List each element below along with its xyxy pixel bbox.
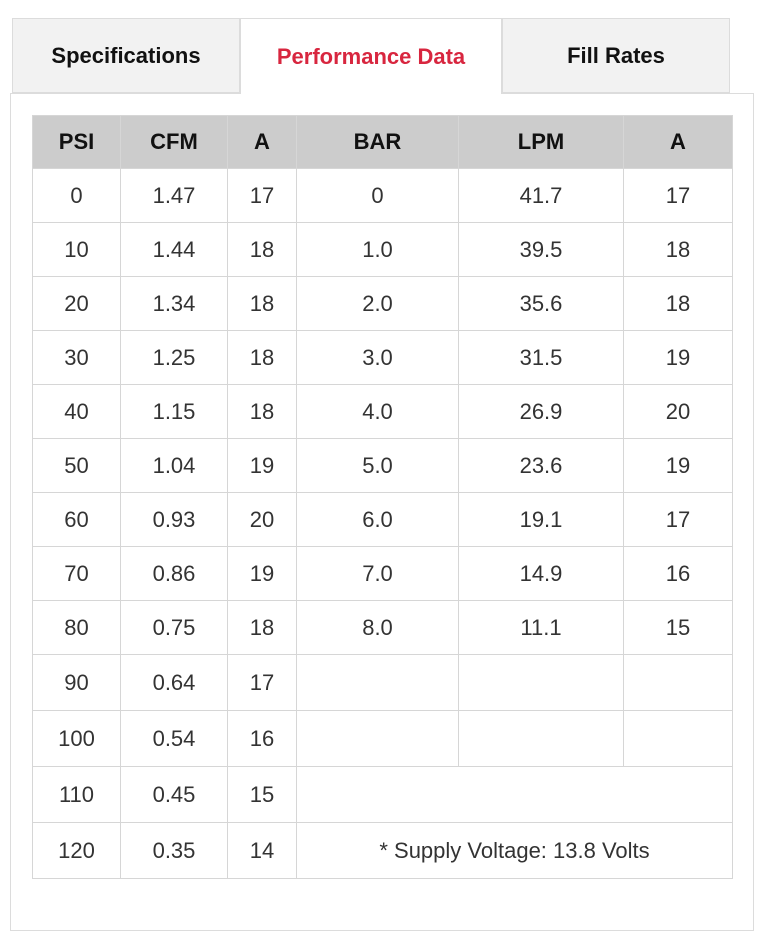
table-cell: 18 <box>623 222 733 277</box>
table-cell: 20 <box>623 384 733 439</box>
table-cell: 3.0 <box>296 330 459 385</box>
table-cell: 1.47 <box>120 168 228 223</box>
table-cell: 17 <box>227 168 297 223</box>
table-cell: 17 <box>623 492 733 547</box>
table-cell: 60 <box>32 492 121 547</box>
table-cell <box>458 710 624 767</box>
supply-voltage-note: * Supply Voltage: 13.8 Volts <box>296 822 733 879</box>
table-row: 50 1.04 19 5.0 23.6 19 <box>32 438 733 493</box>
table-cell-empty <box>296 766 733 823</box>
table-header-row: PSI CFM A BAR LPM A <box>32 115 733 169</box>
table-cell: 4.0 <box>296 384 459 439</box>
header-amps-imperial: A <box>227 115 297 169</box>
table-row: 40 1.15 18 4.0 26.9 20 <box>32 384 733 439</box>
table-cell: 40 <box>32 384 121 439</box>
table-cell: 31.5 <box>458 330 624 385</box>
table-cell: 5.0 <box>296 438 459 493</box>
tab-specifications[interactable]: Specifications <box>12 18 240 93</box>
table-cell: 16 <box>227 710 297 767</box>
table-cell: 19 <box>227 438 297 493</box>
table-cell: 16 <box>623 546 733 601</box>
table-cell: 80 <box>32 600 121 655</box>
header-lpm: LPM <box>458 115 624 169</box>
tab-bar: Specifications Performance Data Fill Rat… <box>12 18 754 94</box>
table-cell: 18 <box>227 276 297 331</box>
table-cell: 1.34 <box>120 276 228 331</box>
table-cell <box>623 654 733 711</box>
table-cell: 100 <box>32 710 121 767</box>
header-bar: BAR <box>296 115 459 169</box>
table-cell: 0.64 <box>120 654 228 711</box>
table-cell: 70 <box>32 546 121 601</box>
table-cell: 0.45 <box>120 766 228 823</box>
table-cell: 19 <box>623 438 733 493</box>
table-cell: 50 <box>32 438 121 493</box>
table-row: 60 0.93 20 6.0 19.1 17 <box>32 492 733 547</box>
table-cell: 10 <box>32 222 121 277</box>
table-row: 90 0.64 17 <box>32 654 733 711</box>
header-amps-metric: A <box>623 115 733 169</box>
table-cell: 15 <box>623 600 733 655</box>
tab-performance-data[interactable]: Performance Data <box>240 18 502 94</box>
performance-table: PSI CFM A BAR LPM A 0 1.47 17 0 41.7 17 10 1.44… <box>32 115 733 879</box>
table-cell <box>458 654 624 711</box>
tab-fill-rates[interactable]: Fill Rates <box>502 18 730 93</box>
table-cell: 0 <box>32 168 121 223</box>
table-cell: 18 <box>623 276 733 331</box>
table-cell: 35.6 <box>458 276 624 331</box>
table-cell: 15 <box>227 766 297 823</box>
table-cell: 14.9 <box>458 546 624 601</box>
table-cell: 1.15 <box>120 384 228 439</box>
table-row: 0 1.47 17 0 41.7 17 <box>32 168 733 223</box>
table-cell: 6.0 <box>296 492 459 547</box>
header-cfm: CFM <box>120 115 228 169</box>
table-cell: 20 <box>227 492 297 547</box>
table-cell: 2.0 <box>296 276 459 331</box>
table-cell: 1.04 <box>120 438 228 493</box>
table-cell: 0.54 <box>120 710 228 767</box>
table-cell: 19 <box>227 546 297 601</box>
table-row: 120 0.35 14 * Supply Voltage: 13.8 Volts <box>32 822 733 879</box>
table-cell: 110 <box>32 766 121 823</box>
table-cell <box>296 654 459 711</box>
table-cell: 19 <box>623 330 733 385</box>
table-cell: 0.93 <box>120 492 228 547</box>
table-cell: 120 <box>32 822 121 879</box>
table-cell: 1.25 <box>120 330 228 385</box>
table-row: 30 1.25 18 3.0 31.5 19 <box>32 330 733 385</box>
table-cell: 20 <box>32 276 121 331</box>
table-cell: 1.44 <box>120 222 228 277</box>
table-cell: 17 <box>623 168 733 223</box>
table-row: 10 1.44 18 1.0 39.5 18 <box>32 222 733 277</box>
table-cell: 17 <box>227 654 297 711</box>
table-cell: 0.75 <box>120 600 228 655</box>
table-cell: 7.0 <box>296 546 459 601</box>
table-cell: 39.5 <box>458 222 624 277</box>
table-row: 70 0.86 19 7.0 14.9 16 <box>32 546 733 601</box>
table-cell: 0.35 <box>120 822 228 879</box>
table-cell: 1.0 <box>296 222 459 277</box>
table-cell: 23.6 <box>458 438 624 493</box>
table-cell: 41.7 <box>458 168 624 223</box>
table-cell: 19.1 <box>458 492 624 547</box>
table-cell <box>623 710 733 767</box>
table-cell: 14 <box>227 822 297 879</box>
table-row: 20 1.34 18 2.0 35.6 18 <box>32 276 733 331</box>
table-cell: 18 <box>227 222 297 277</box>
table-cell: 11.1 <box>458 600 624 655</box>
table-cell: 18 <box>227 330 297 385</box>
table-row: 100 0.54 16 <box>32 710 733 767</box>
table-cell: 0 <box>296 168 459 223</box>
table-cell: 18 <box>227 384 297 439</box>
table-cell: 18 <box>227 600 297 655</box>
table-row: 80 0.75 18 8.0 11.1 15 <box>32 600 733 655</box>
table-row: 110 0.45 15 <box>32 766 733 823</box>
table-cell: 26.9 <box>458 384 624 439</box>
table-cell: 90 <box>32 654 121 711</box>
table-cell: 30 <box>32 330 121 385</box>
table-cell <box>296 710 459 767</box>
table-cell: 0.86 <box>120 546 228 601</box>
table-cell: 8.0 <box>296 600 459 655</box>
header-psi: PSI <box>32 115 121 169</box>
